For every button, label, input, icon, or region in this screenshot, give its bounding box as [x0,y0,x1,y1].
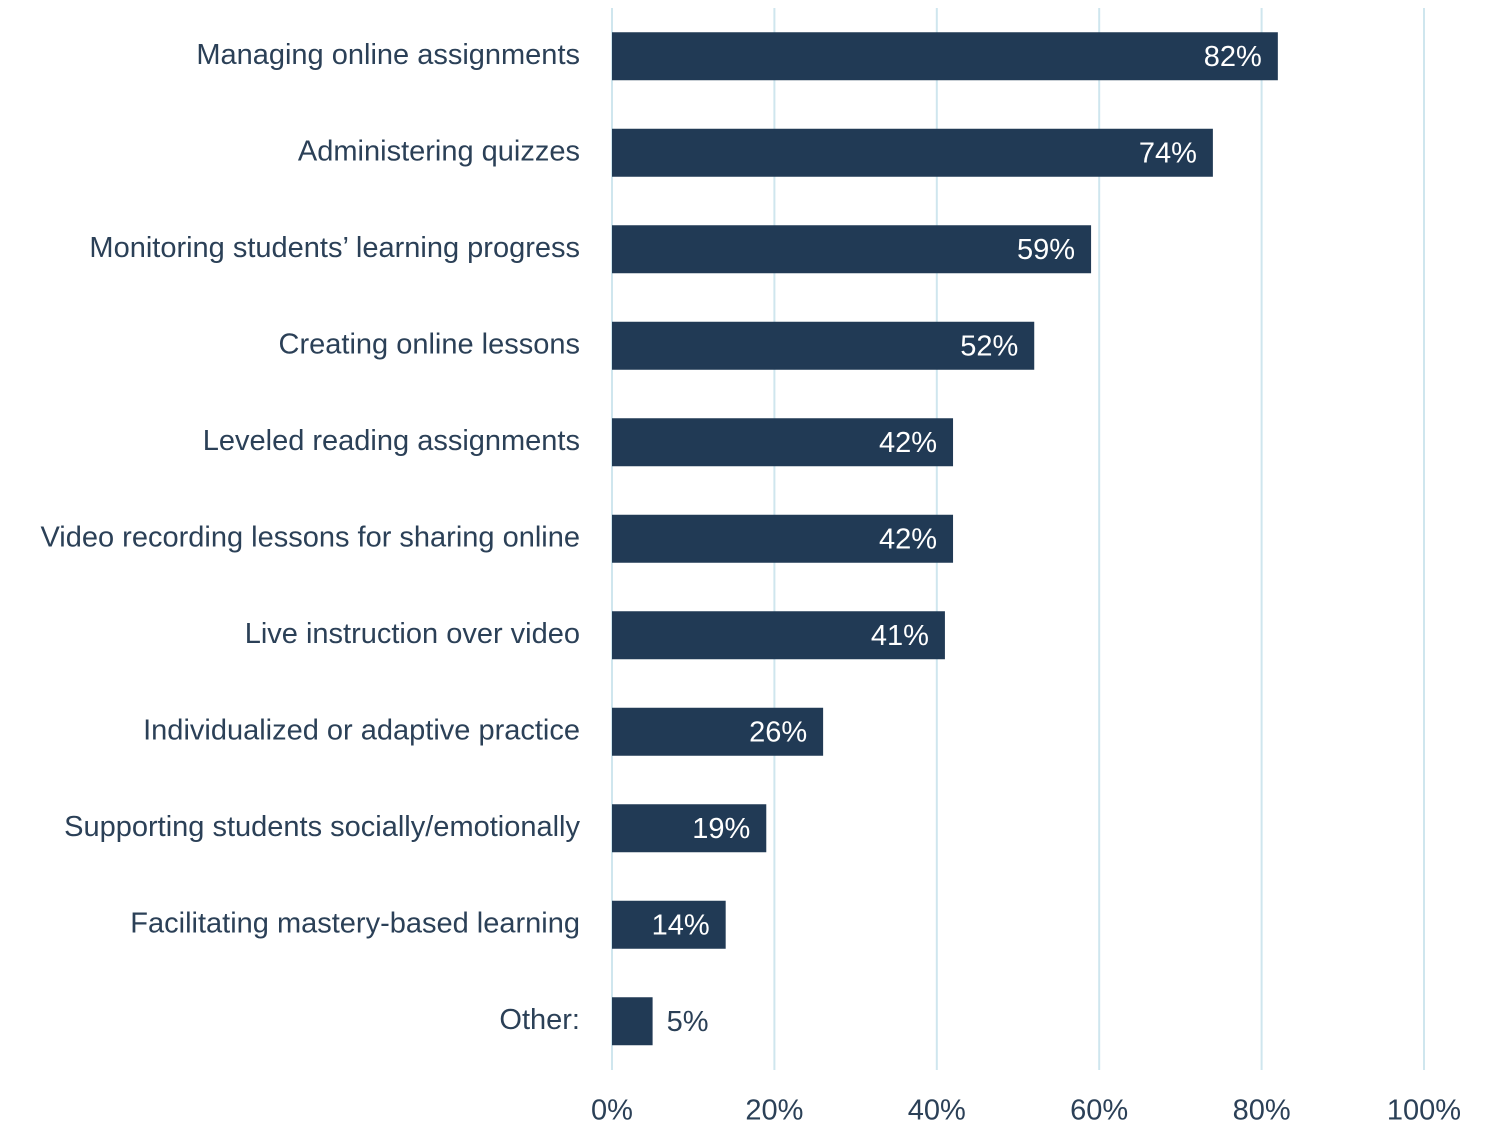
bar [612,804,767,853]
y-tick-label: Video recording lessons for sharing onli… [40,521,580,553]
x-tick-label: 60% [1070,1095,1128,1127]
y-tick-label: Managing online assignments [196,39,580,71]
x-tick-label: 0% [591,1095,633,1127]
bar [612,128,1213,177]
bar [612,900,726,949]
data-label: 42% [879,523,937,555]
y-tick-label: Monitoring students’ learning progress [89,232,580,264]
y-tick-label: Individualized or adaptive practice [143,714,580,746]
bar [612,514,954,563]
x-tick-label: 20% [745,1095,803,1127]
bar [612,418,954,467]
y-tick-label: Administering quizzes [298,135,580,167]
data-label: 59% [1017,234,1075,266]
data-label: 74% [1139,137,1197,169]
data-label: 82% [1204,41,1262,73]
bar [612,321,1035,370]
y-tick-label: Supporting students socially/emotionally [64,811,580,843]
y-tick-label: Facilitating mastery-based learning [130,907,580,939]
data-label: 42% [879,427,937,459]
bar [612,997,653,1046]
data-label: 19% [692,813,750,845]
bar [612,611,945,660]
data-label: 41% [871,620,929,652]
data-label: 26% [749,716,807,748]
data-label: 52% [960,330,1018,362]
bar [612,225,1092,274]
bar [612,707,824,756]
y-tick-label: Creating online lessons [279,328,580,360]
x-tick-label: 80% [1233,1095,1291,1127]
y-tick-label: Leveled reading assignments [203,425,580,457]
y-tick-label: Other: [499,1004,580,1036]
bar [612,32,1278,81]
x-tick-label: 100% [1387,1095,1461,1127]
y-tick-label: Live instruction over video [245,618,580,650]
data-label: 5% [667,1006,709,1038]
x-tick-label: 40% [908,1095,966,1127]
data-label: 14% [652,909,710,941]
